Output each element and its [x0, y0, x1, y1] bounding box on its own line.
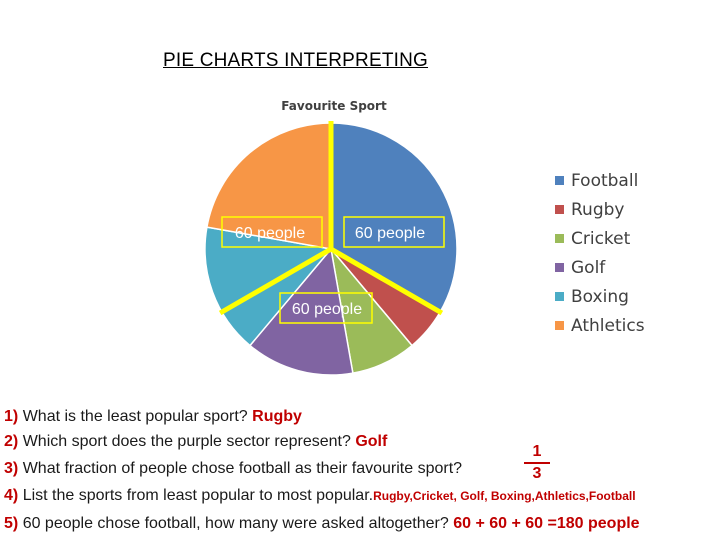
divider-line-3	[218, 246, 333, 316]
legend-swatch	[555, 234, 564, 243]
question-text: What is the least popular sport?	[22, 408, 248, 425]
legend-label: Athletics	[571, 315, 645, 336]
fraction-bar	[524, 462, 550, 464]
annotation-label-2: 60 people	[355, 225, 425, 242]
page-title: PIE CHARTS INTERPRETING	[163, 50, 429, 71]
legend-item-boxing: Boxing	[555, 282, 645, 311]
fraction-answer: 1 3	[522, 443, 552, 483]
question-text: List the sports from least popular to mo…	[22, 487, 374, 504]
legend-label: Rugby	[571, 199, 625, 220]
question-number: 5)	[4, 515, 19, 532]
legend-item-athletics: Athletics	[555, 311, 645, 340]
pie-slice-golf	[248, 247, 354, 376]
answer: Rugby,Cricket, Golf, Boxing,Athletics,Fo…	[373, 489, 636, 503]
legend-swatch	[555, 176, 564, 185]
annotation-box-2	[343, 216, 445, 248]
question-text: What fraction of people chose football a…	[22, 460, 463, 477]
annotation-box-3	[279, 292, 373, 324]
legend-swatch	[555, 321, 564, 330]
legend-label: Boxing	[571, 286, 629, 307]
legend-item-football: Football	[555, 166, 645, 195]
legend-label: Golf	[571, 257, 606, 278]
legend-item-cricket: Cricket	[555, 224, 645, 253]
question-text: 60 people chose football, how many were …	[22, 515, 449, 532]
annotation-box-1	[221, 216, 323, 248]
divider-line-2	[329, 246, 444, 316]
legend-swatch	[555, 205, 564, 214]
question-number: 3)	[4, 460, 19, 477]
legend-swatch	[555, 292, 564, 301]
question-number: 1)	[4, 408, 19, 425]
legend-label: Football	[571, 170, 639, 191]
question-number: 4)	[4, 487, 19, 504]
answer-equation: 60 + 60 + 60 =	[453, 515, 557, 532]
annotation-label-3: 60 people	[292, 301, 362, 318]
question-number: 2)	[4, 433, 19, 450]
legend-swatch	[555, 263, 564, 272]
legend-item-rugby: Rugby	[555, 195, 645, 224]
legend-item-golf: Golf	[555, 253, 645, 282]
chart-legend: Football Rugby Cricket Golf Boxing Athle…	[555, 166, 645, 340]
question-3: 3) What fraction of people chose footbal…	[4, 460, 462, 478]
question-2: 2) Which sport does the purple sector re…	[4, 433, 387, 451]
chart-title: Favourite Sport	[281, 99, 387, 113]
question-text: Which sport does the purple sector repre…	[22, 433, 351, 450]
answer: Golf	[355, 433, 388, 450]
fraction-numerator: 1	[532, 443, 542, 460]
annotation-label-1: 60 people	[235, 225, 305, 242]
fraction-denominator: 3	[532, 465, 542, 482]
question-4: 4) List the sports from least popular to…	[4, 487, 636, 505]
legend-label: Cricket	[571, 228, 631, 249]
question-1: 1) What is the least popular sport? Rugb…	[4, 408, 302, 426]
answer: 180 people	[556, 515, 640, 532]
answer: Rugby	[252, 408, 302, 425]
question-5: 5) 60 people chose football, how many we…	[4, 515, 640, 533]
